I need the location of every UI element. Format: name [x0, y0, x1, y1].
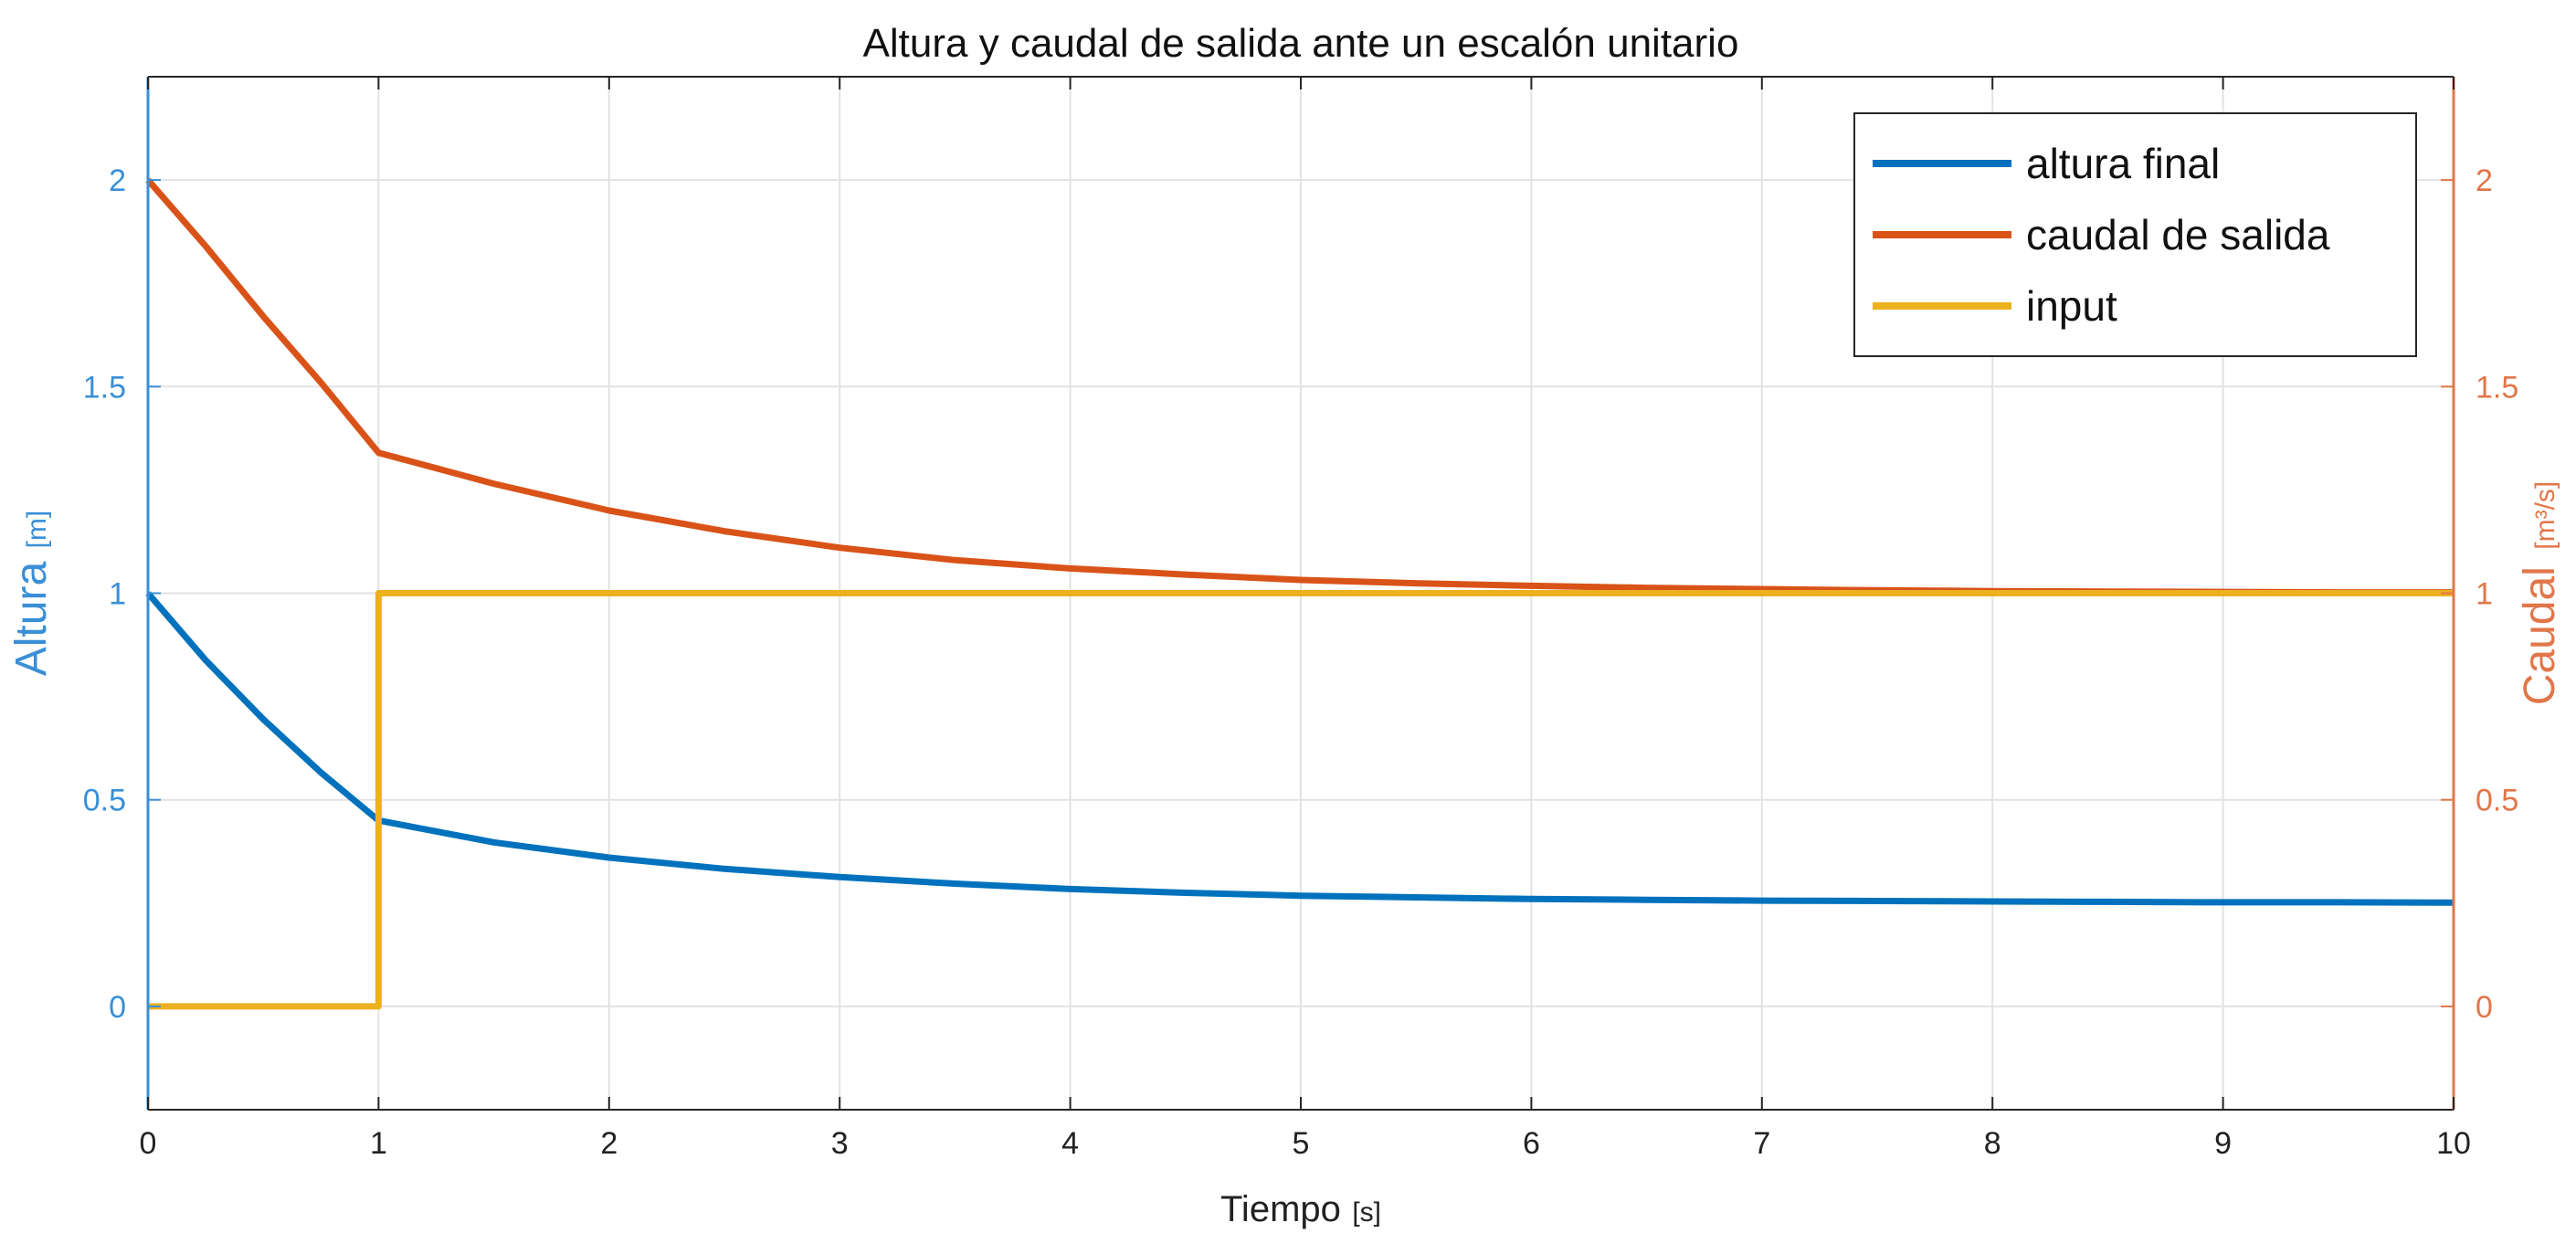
legend-label-1: caudal de salida: [2026, 211, 2330, 258]
y-right-tick-label-2: 1: [2476, 577, 2493, 612]
series-line-altura-final: [145, 591, 2455, 906]
axes: [146, 76, 2455, 1111]
y-right-axis-label-main: Caudal: [2516, 566, 2564, 705]
series-layer: [145, 177, 2455, 1010]
x-tick-label-2: 2: [600, 1126, 618, 1161]
y-right-axis-label-unit: [m³/s]: [2530, 481, 2560, 550]
y-left-tick-label-3: 1.5: [83, 370, 126, 405]
chart-title: Altura y caudal de salida ante un escaló…: [863, 21, 1739, 66]
x-axis-label-unit: [s]: [1352, 1197, 1381, 1228]
x-axis-label-main: Tiempo: [1220, 1189, 1341, 1229]
x-tick-label-9: 9: [2214, 1126, 2232, 1161]
y-left-axis-label: Altura [m]: [7, 511, 56, 677]
x-tick-label-8: 8: [1984, 1126, 2001, 1161]
x-tick-label-0: 0: [140, 1126, 157, 1161]
y-left-tick-label-2: 1: [109, 577, 126, 612]
y-right-tick-label-3: 1.5: [2476, 370, 2518, 405]
y-left-tick-label-0: 0: [109, 990, 126, 1025]
series-line-input: [148, 590, 2454, 1010]
x-tick-label-6: 6: [1523, 1126, 1540, 1161]
y-right-tick-label-4: 2: [2476, 163, 2493, 198]
y-right-tick-label-1: 0.5: [2476, 784, 2518, 818]
y-left-axis-label-unit: [m]: [22, 511, 52, 549]
x-tick-label-3: 3: [831, 1126, 849, 1161]
y-left-tick-label-1: 0.5: [83, 784, 126, 818]
x-tick-label-10: 10: [2436, 1126, 2471, 1161]
legend: altura final caudal de salida input: [1853, 112, 2417, 357]
legend-label-0: altura final: [2026, 140, 2220, 187]
x-tick-label-5: 5: [1293, 1126, 1310, 1161]
legend-label-2: input: [2026, 282, 2117, 330]
x-tick-label-1: 1: [370, 1126, 387, 1161]
y-right-tick-label-0: 0: [2476, 990, 2493, 1025]
y-left-axis-label-main: Altura: [7, 562, 56, 677]
x-tick-label-4: 4: [1061, 1126, 1079, 1161]
y-right-axis-label: Caudal [m³/s]: [2516, 481, 2564, 706]
tick-labels: 0 1 2 3 4 5 6 7 8 9 10 0 0.5 1 1.5 2 0 0.5 1 1.5 2: [83, 163, 2519, 1161]
y-left-tick-label-4: 2: [109, 163, 126, 198]
x-tick-label-7: 7: [1753, 1126, 1770, 1161]
x-axis-label: Tiempo [s]: [1220, 1189, 1381, 1229]
